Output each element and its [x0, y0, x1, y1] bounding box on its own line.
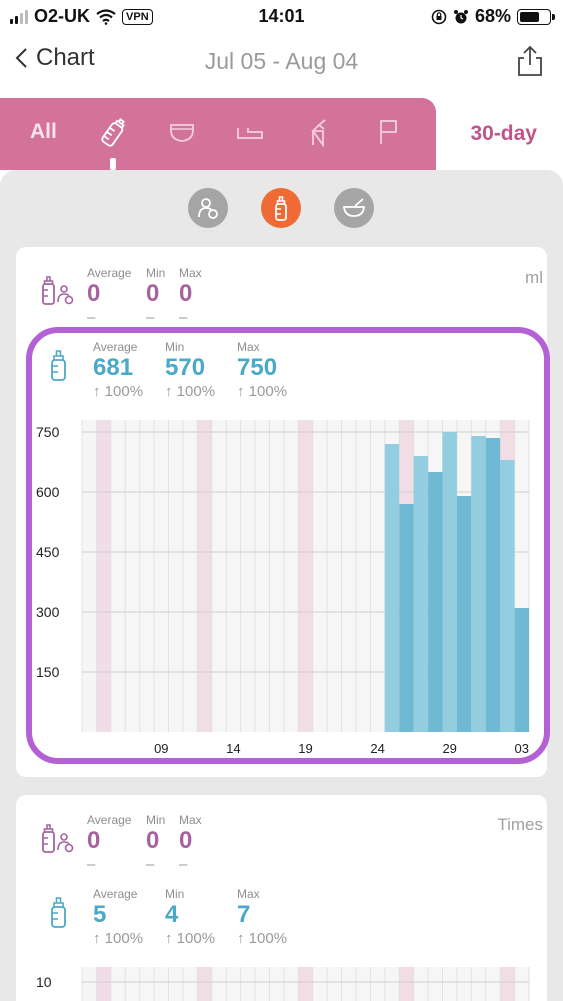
back-button[interactable]: Chart [14, 44, 95, 72]
bottle-icon [51, 350, 66, 381]
subtab-solids[interactable] [334, 188, 374, 228]
tab-milestone[interactable] [368, 112, 408, 152]
bar [456, 496, 472, 732]
wifi-icon [96, 8, 116, 25]
chevron-left-icon [15, 48, 27, 68]
diaper-icon [170, 124, 194, 142]
tab-all[interactable]: All [30, 120, 57, 143]
times-card [16, 795, 547, 1001]
times-unit: Times [497, 815, 543, 834]
subtab-breastfeed[interactable] [188, 188, 228, 228]
nav-bar: Chart Jul 05 - Aug 04 [0, 34, 563, 90]
carrier-name: O2-UK [34, 6, 91, 26]
bottle-average-stat: Average 681 ↑ 100% [93, 340, 144, 400]
volume-bar-chart: 150 300 450 600 750 09 14 19 24 29 03 [36, 420, 530, 756]
alarm-icon [453, 9, 468, 23]
breastfeed-icon [198, 198, 218, 219]
status-time: 14:01 [258, 6, 305, 26]
tab-diaper[interactable] [162, 112, 202, 152]
signal-icon [10, 9, 28, 24]
bottle-min-stat: Min 570 ↑ 100% [165, 340, 216, 400]
y-tick-label: 150 [36, 664, 60, 680]
times-breast-average-stat: Average 0 – [87, 813, 132, 873]
breast-bottle-combo-icon [42, 824, 74, 853]
times-breast-max-stat: Max 0 – [179, 813, 202, 873]
y-tick-label: 300 [36, 604, 60, 620]
battery-icon [517, 8, 555, 25]
subtab-bottle[interactable] [261, 188, 301, 228]
times-bottle-max-stat: Max 7 ↑ 100% [237, 887, 288, 947]
y-tick-label: 600 [36, 484, 60, 500]
bar [485, 438, 501, 732]
times-breast-min-stat: Min 0 – [146, 813, 166, 873]
x-tick-label: 24 [370, 741, 384, 756]
orientation-lock-icon [431, 9, 447, 24]
x-tick-label: 14 [226, 741, 240, 756]
flag-icon [380, 120, 397, 144]
bottle-icon [51, 897, 66, 928]
bar [399, 504, 414, 732]
x-tick-label: 29 [442, 741, 456, 756]
bar [500, 460, 515, 732]
bar [514, 608, 529, 732]
pump-icon [311, 119, 326, 147]
volume-unit: ml [525, 268, 543, 287]
weekend-band [96, 420, 111, 732]
weekend-band [500, 967, 515, 1001]
weekend-band [197, 967, 212, 1001]
date-range[interactable]: Jul 05 - Aug 04 [204, 48, 359, 74]
y-tick-label: 10 [36, 974, 52, 990]
share-icon[interactable] [515, 44, 545, 78]
breast-max-stat: Max 0 – [179, 266, 202, 326]
x-tick-label: 09 [154, 741, 168, 756]
times-bottle-min-stat: Min 4 ↑ 100% [165, 887, 216, 947]
bar [471, 436, 486, 732]
vpn-badge: VPN [122, 8, 153, 25]
back-label: Chart [36, 44, 95, 71]
breast-bottle-combo-icon [42, 276, 74, 305]
y-tick-label: 750 [36, 424, 60, 440]
bar [384, 444, 400, 732]
bottle-max-stat: Max 750 ↑ 100% [237, 340, 288, 400]
weekend-band [96, 967, 111, 1001]
x-tick-label: 03 [515, 741, 529, 756]
times-bottle-average-stat: Average 5 ↑ 100% [93, 887, 144, 947]
x-tick-label: 19 [298, 741, 312, 756]
bottle-icon [101, 118, 125, 147]
sleep-icon [237, 128, 263, 139]
tab-bottle[interactable] [94, 112, 134, 152]
bar [442, 432, 457, 732]
bar [428, 472, 443, 732]
breast-min-stat: Min 0 – [146, 266, 166, 326]
y-tick-label: 450 [36, 544, 60, 560]
weekend-band [197, 420, 212, 732]
breast-average-stat: Average 0 – [87, 266, 132, 326]
active-tab-indicator [110, 158, 116, 170]
weekend-band [399, 967, 414, 1001]
category-tabs: All [0, 98, 436, 170]
bottle-icon [275, 196, 287, 221]
tab-sleep[interactable] [230, 112, 270, 152]
times-bar-chart: 10 [36, 967, 530, 1001]
weekend-band [298, 967, 313, 1001]
weekend-band [298, 420, 313, 732]
range-selector[interactable]: 30-day [470, 122, 537, 145]
solids-bowl-icon [342, 198, 366, 217]
feed-type-tabs [0, 188, 563, 230]
status-bar: O2-UK VPN 14:01 68% [0, 0, 563, 34]
bar [413, 456, 429, 732]
battery-percent: 68% [474, 6, 511, 26]
tab-pump[interactable] [298, 112, 338, 152]
